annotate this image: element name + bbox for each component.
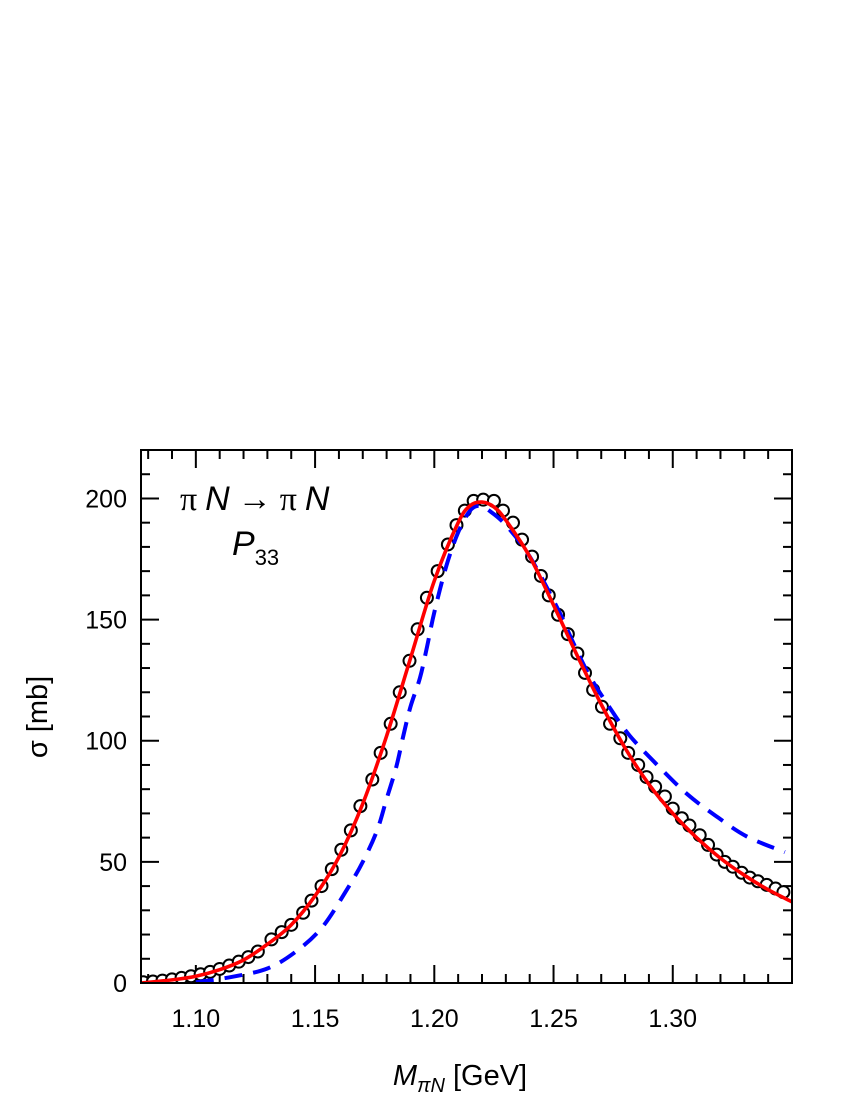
plot-frame [140,449,793,984]
x-axis-label: MπN [GeV] [393,1060,527,1097]
dashed-curve [195,503,786,983]
y-tick-labels: 0 50 100 150 200 [85,485,127,998]
y-tick-label: 0 [113,970,127,998]
x-tick-label: 1.10 [172,1005,221,1033]
x-tick-label: 1.15 [291,1005,340,1033]
partial-wave-annotation: P33 [232,525,279,570]
y-tick-label: 100 [85,728,127,756]
data-points [141,492,791,983]
x-tick-label: 1.25 [529,1005,578,1033]
x-tick-label: 1.20 [410,1005,459,1033]
reaction-annotation: π N → π N [180,480,330,518]
y-tick-label: 150 [85,607,127,635]
x-tick-label: 1.30 [648,1005,697,1033]
x-tick-labels: 1.10 1.15 1.20 1.25 1.30 [172,1005,698,1033]
y-tick-label: 50 [99,849,127,877]
y-tick-label: 200 [85,485,127,513]
y-axis-label: σ [mb] [22,676,54,758]
axis-ticks [141,449,793,984]
solid-curve [141,500,792,983]
